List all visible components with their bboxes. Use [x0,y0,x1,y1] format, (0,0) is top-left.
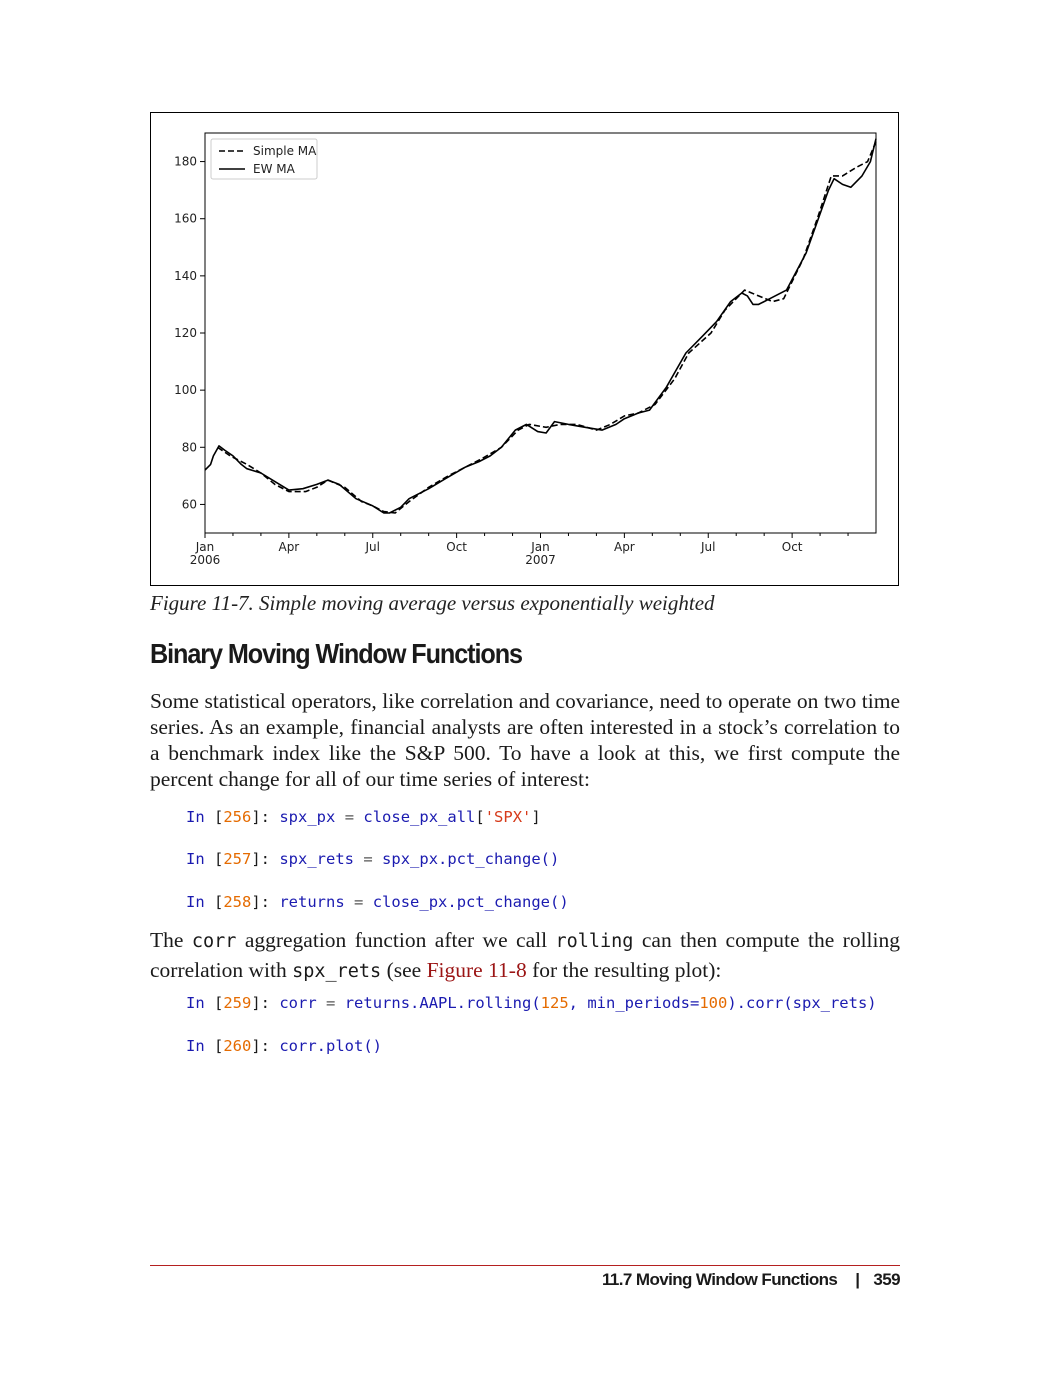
plot-area [204,132,877,534]
y-tick-label: 120 [174,326,197,340]
paragraph-intro: Some statistical operators, like correla… [150,689,900,791]
code-cell-260: In [260]: corr.plot() [186,1037,382,1055]
cell-number: 260 [223,1037,252,1055]
x-tick-label: Apr [614,540,635,554]
x-tick-label: Oct [446,540,467,554]
code-cell-256: In [256]: spx_px = close_px_all['SPX'] [186,808,541,826]
code-rhs: corr.plot() [279,1037,382,1055]
y-tick-label: 100 [174,383,197,397]
code-lhs: returns [279,893,345,911]
y-tick-label: 140 [174,269,197,283]
series-line-simple-ma [217,141,877,514]
code-rhs: returns.AAPL.rolling( [344,994,541,1012]
code-rhs: spx_px.pct_change() [382,850,560,868]
x-tick-label: Jul [365,540,380,554]
in-prefix: In [186,850,205,868]
footer-separator: | [855,1270,860,1289]
x-tick-year-label: 2006 [190,553,221,567]
y-tick-label: 80 [182,440,197,454]
cell-number: 256 [223,808,252,826]
code-cell-257: In [257]: spx_rets = spx_px.pct_change() [186,850,560,868]
page-footer: 11.7 Moving Window Functions | 359 [602,1270,901,1290]
cell-number: 258 [223,893,252,911]
figure-link[interactable]: Figure 11-8 [426,958,527,982]
legend-label: EW MA [253,162,296,176]
page-number: 359 [873,1270,900,1289]
inline-code-corr: corr [191,931,237,952]
y-tick-label: 180 [174,155,197,169]
inline-code-spx-rets: spx_rets [292,961,382,982]
cell-number: 259 [223,994,252,1012]
code-string: 'SPX' [484,808,532,826]
section-heading: Binary Moving Window Functions [150,638,523,669]
y-tick-label: 160 [174,212,197,226]
code-number: 100 [699,994,728,1012]
x-tick-year-label: 2007 [525,553,556,567]
code-number: 125 [540,994,569,1012]
code-rhs: close_px.pct_change() [372,893,569,911]
footer-rule [150,1265,900,1266]
code-cell-258: In [258]: returns = close_px.pct_change(… [186,893,569,911]
figure-frame: 60 80 100 120 140 160 180 Jan 2006 Apr Jul Oct Jan 20… [150,112,899,586]
footer-section-title: 11.7 Moving Window Functions [602,1270,838,1289]
in-prefix: In [186,1037,205,1055]
figure-caption: Figure 11-7. Simple moving average versu… [150,591,715,615]
paragraph-corr: The corr aggregation function after we c… [150,928,900,982]
code-cell-259: In [259]: corr = returns.AAPL.rolling(12… [186,994,877,1012]
code-lhs: corr [279,994,317,1012]
cell-number: 257 [223,850,252,868]
code-rhs: close_px_all [363,808,476,826]
x-tick-label: Jul [700,540,715,554]
x-tick-label: Jan [195,540,215,554]
x-tick-label: Oct [782,540,803,554]
in-prefix: In [186,893,205,911]
x-tick-label: Jan [530,540,550,554]
code-lhs: spx_px [279,808,336,826]
y-tick-label: 60 [182,497,197,511]
x-tick-label: Apr [278,540,299,554]
in-prefix: In [186,808,205,826]
series-line-ew-ma [204,138,877,514]
code-lhs: spx_rets [279,850,354,868]
legend-label: Simple MA [253,144,317,158]
in-prefix: In [186,994,205,1012]
inline-code-rolling: rolling [555,931,634,952]
